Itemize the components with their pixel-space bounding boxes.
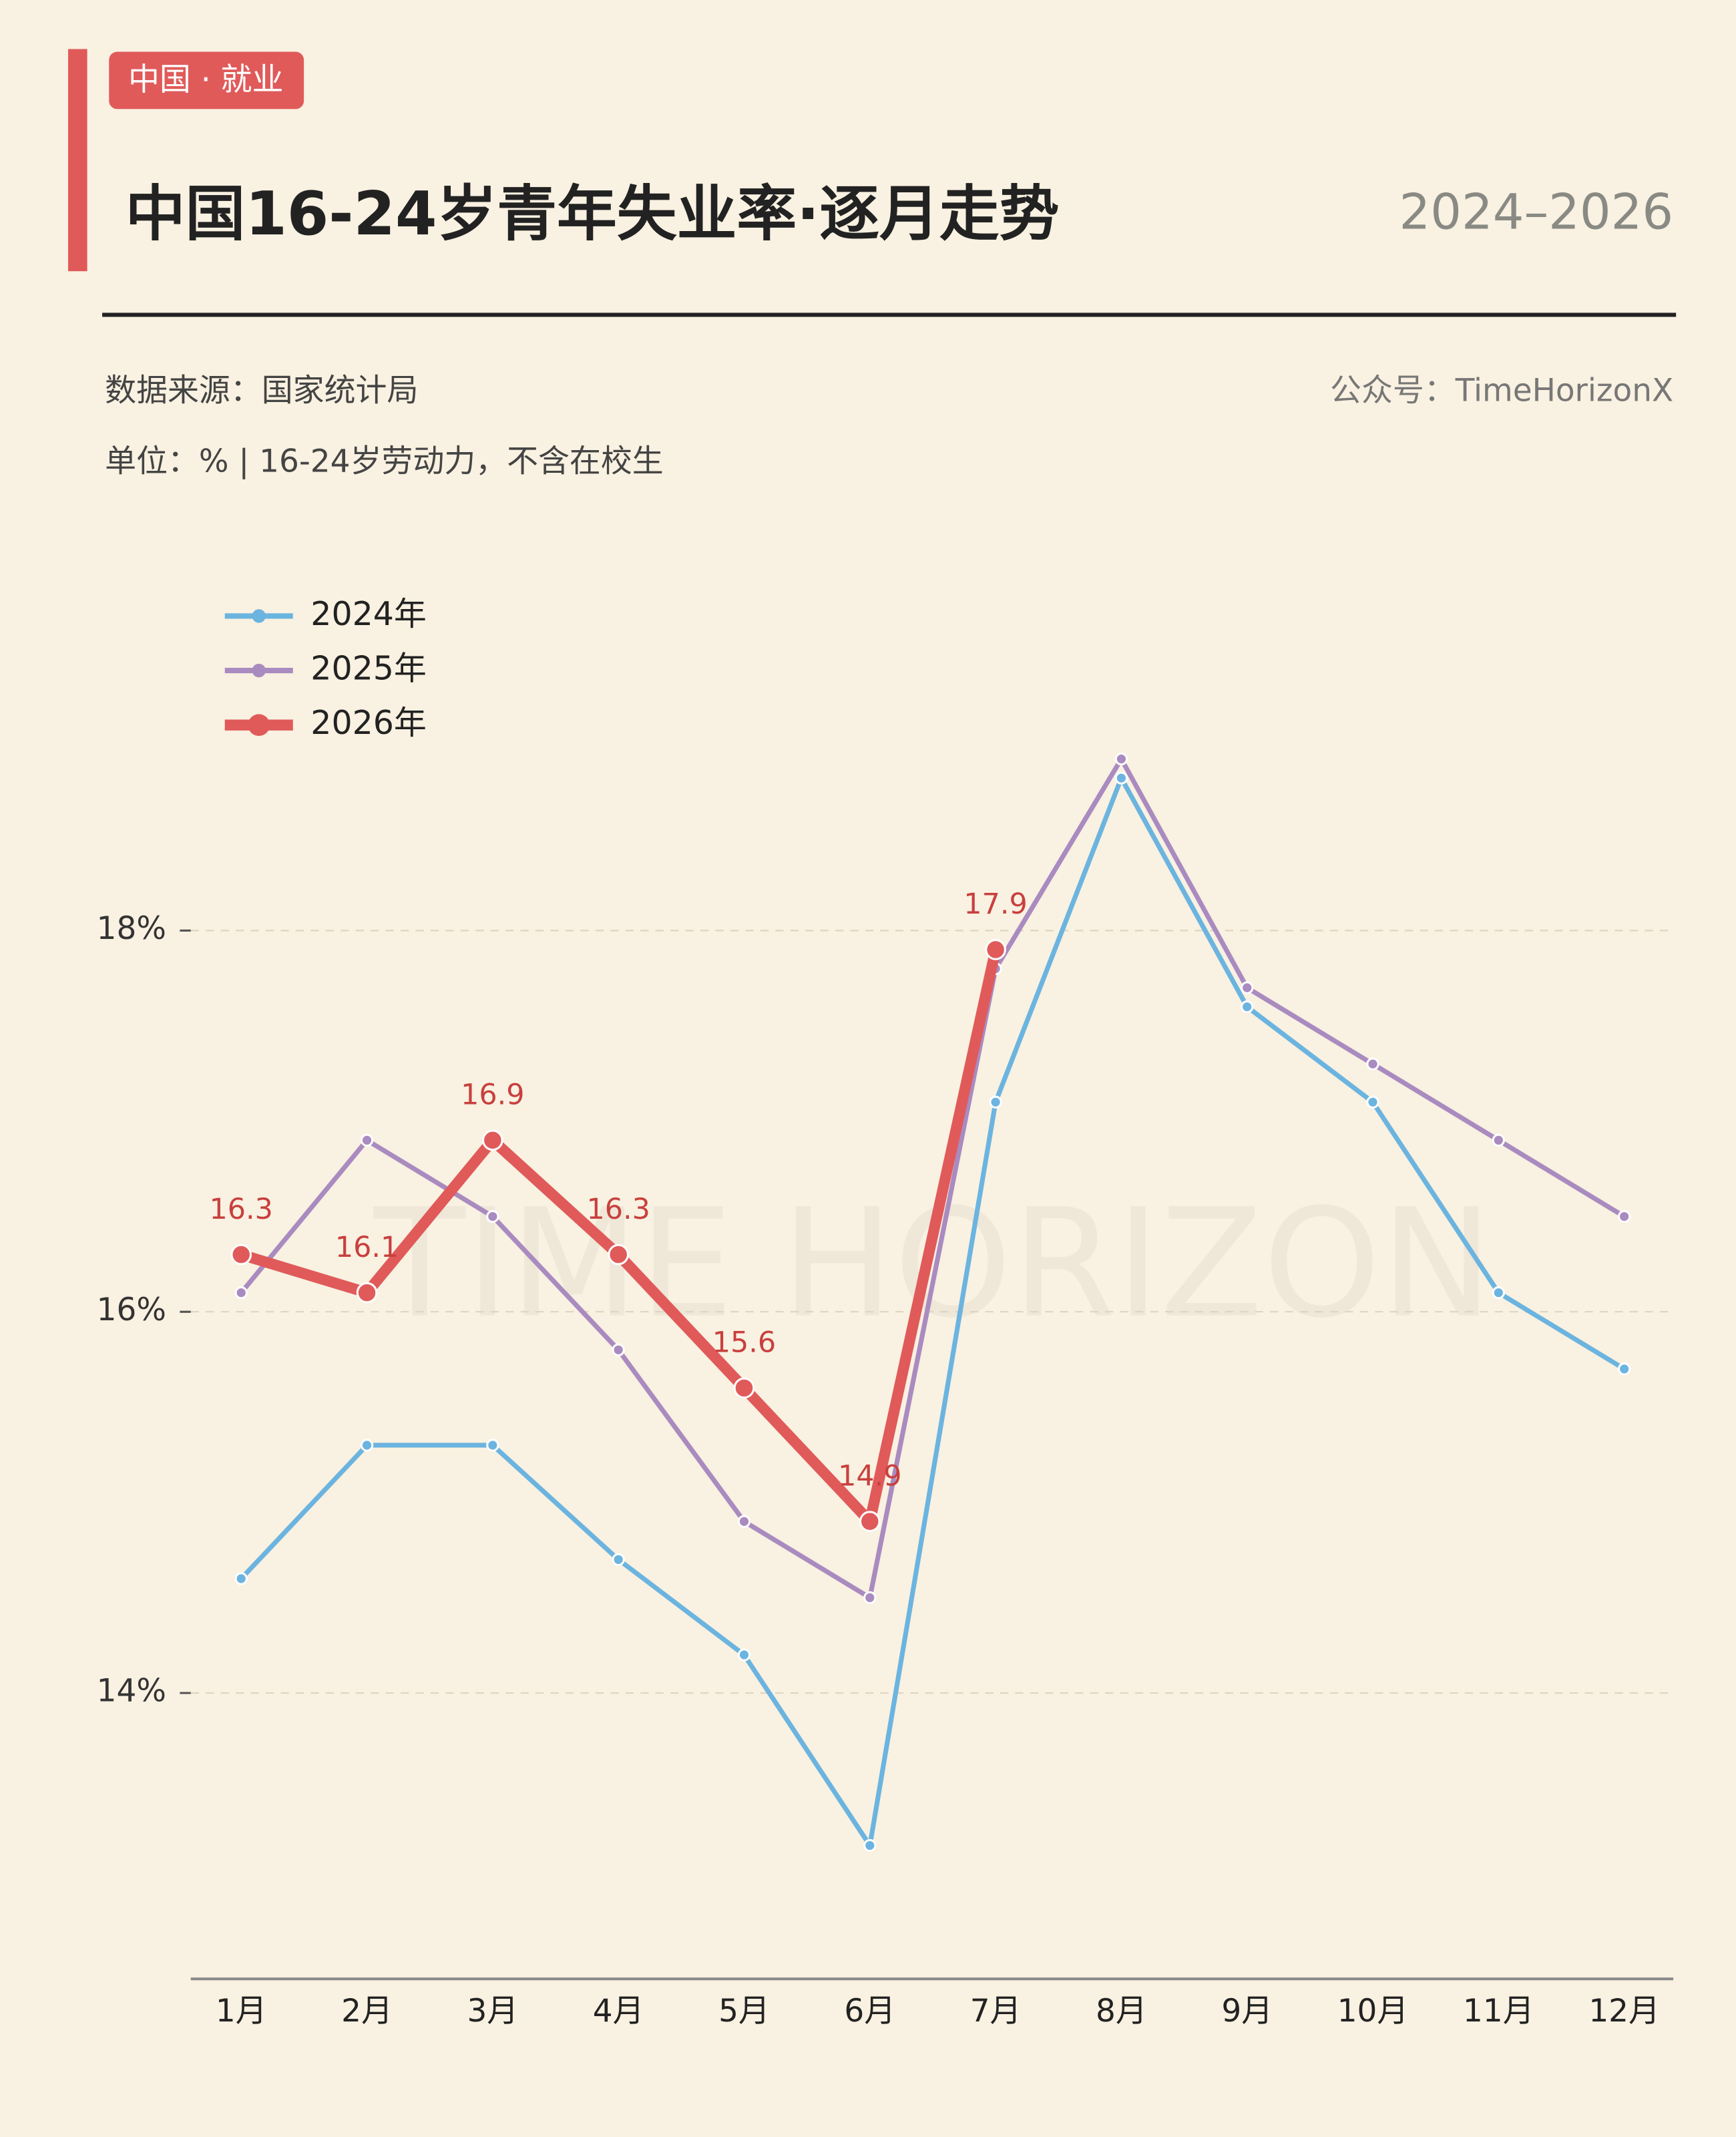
data-point — [859, 1511, 881, 1533]
series-line — [238, 756, 1627, 1600]
data-point — [482, 1129, 503, 1151]
data-point — [1241, 1000, 1254, 1014]
x-tick-label: 10月 — [1337, 1993, 1409, 2029]
legend-label: 2026年 — [310, 704, 427, 742]
legend-label: 2025年 — [310, 650, 427, 688]
subtitle: 2024–2026 — [1399, 184, 1674, 240]
data-point — [1366, 1095, 1379, 1109]
data-point — [486, 1438, 499, 1452]
legend-dot — [248, 714, 270, 737]
x-tick-label: 12月 — [1588, 1993, 1660, 2029]
x-tick-label: 3月 — [467, 1993, 518, 2029]
data-label: 16.3 — [210, 1193, 273, 1226]
data-label: 16.3 — [586, 1193, 650, 1226]
legend-dot — [252, 609, 266, 623]
tag-box — [109, 51, 304, 110]
x-tick-label: 8月 — [1096, 1993, 1147, 2029]
legend-dot — [252, 663, 266, 678]
data-point — [1366, 1057, 1379, 1071]
data-label: 17.9 — [963, 888, 1027, 921]
y-tick-label: 18% — [97, 910, 166, 947]
data-point — [608, 1243, 629, 1266]
legend-label: 2024年 — [310, 595, 427, 633]
data-point — [1114, 771, 1128, 785]
data-point — [1617, 1209, 1631, 1223]
data-point — [733, 1377, 755, 1399]
x-tick-label: 4月 — [593, 1993, 644, 2029]
data-point — [863, 1591, 877, 1605]
data-point — [1492, 1133, 1506, 1147]
data-point — [737, 1515, 751, 1528]
data-point — [612, 1343, 625, 1357]
x-tick-label: 6月 — [844, 1993, 895, 2029]
data-point — [989, 1095, 1002, 1109]
chart-title: 中国16-24岁青年失业率·逐月走势 — [126, 180, 1060, 249]
accent-bar — [68, 49, 87, 272]
data-point — [612, 1553, 625, 1567]
data-point — [234, 1572, 248, 1585]
source: 数据来源：国家统计局 — [105, 372, 418, 409]
data-point — [360, 1133, 374, 1147]
data-label: 16.9 — [461, 1079, 524, 1112]
data-point — [1617, 1362, 1631, 1376]
x-tick-label: 11月 — [1463, 1993, 1534, 2029]
data-label: 15.6 — [712, 1326, 776, 1360]
credit: 公众号：TimeHorizonX — [1330, 372, 1673, 409]
data-label: 16.1 — [335, 1231, 399, 1264]
watermark: TIME HORIZON — [373, 1177, 1493, 1351]
data-point — [356, 1282, 378, 1304]
data-point — [360, 1438, 374, 1452]
data-point — [737, 1648, 751, 1662]
data-label: 14.9 — [838, 1459, 901, 1493]
x-tick-label: 2月 — [341, 1993, 393, 2029]
x-tick-label: 5月 — [718, 1993, 770, 2029]
data-point — [486, 1209, 499, 1223]
data-point — [230, 1243, 252, 1266]
x-tick-label: 1月 — [216, 1993, 267, 2029]
data-point — [985, 939, 1006, 960]
data-point — [863, 1838, 877, 1853]
unit-note: 单位：% | 16-24岁劳动力，不含在校生 — [105, 443, 664, 479]
series-line — [238, 775, 1627, 1849]
data-point — [1241, 981, 1254, 994]
data-point — [1492, 1286, 1506, 1300]
x-tick-label: 7月 — [970, 1993, 1022, 2029]
data-point — [234, 1286, 248, 1300]
tag: 中国 · 就业 — [128, 61, 283, 98]
y-tick-label: 14% — [97, 1673, 166, 1710]
data-point — [1114, 752, 1128, 766]
x-tick-label: 9月 — [1221, 1993, 1273, 2029]
y-tick-label: 16% — [97, 1292, 166, 1328]
